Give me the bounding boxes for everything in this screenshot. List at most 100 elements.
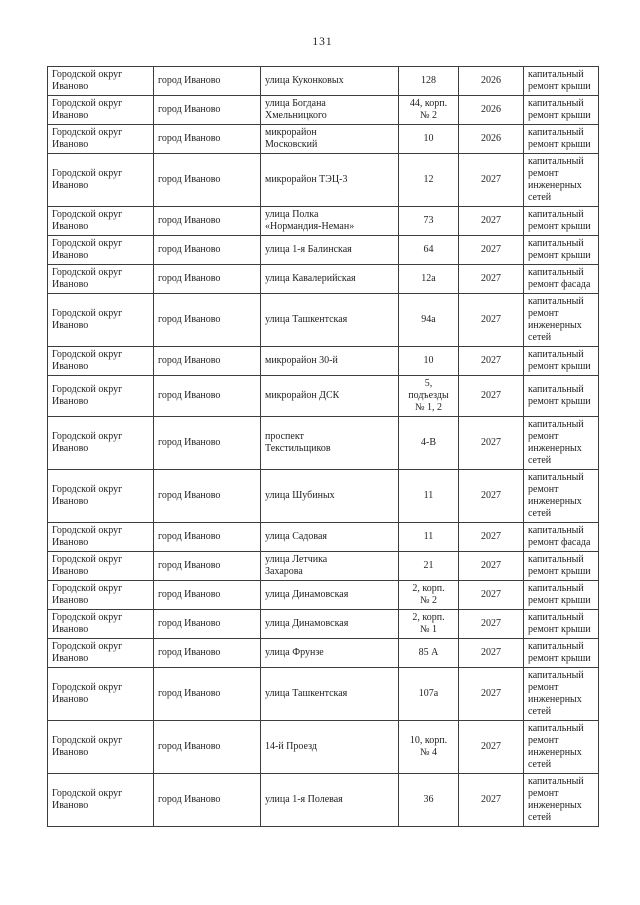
cell-year: 2027	[458, 720, 524, 774]
cell-street: микрорайон ТЭЦ-3	[260, 153, 399, 207]
cell-district: Городской округ Иваново	[47, 66, 154, 96]
table-row: Городской округ Иваново город Иваново ми…	[47, 153, 599, 207]
cell-work: капитальный ремонт инженерных сетей	[523, 416, 599, 470]
cell-work: капитальный ремонт инженерных сетей	[523, 153, 599, 207]
cell-year: 2027	[458, 551, 524, 581]
cell-year: 2027	[458, 773, 524, 827]
cell-house: 94а	[398, 293, 459, 347]
table-row: Городской округ Иваново город Иваново ул…	[47, 638, 599, 668]
cell-city: город Иваново	[153, 609, 261, 639]
cell-street: микрорайон 30-й	[260, 346, 399, 376]
cell-year: 2027	[458, 346, 524, 376]
cell-district: Городской округ Иваново	[47, 720, 154, 774]
cell-work: капитальный ремонт крыши	[523, 638, 599, 668]
cell-street: улица Куконковых	[260, 66, 399, 96]
cell-house: 128	[398, 66, 459, 96]
cell-city: город Иваново	[153, 66, 261, 96]
cell-district: Городской округ Иваново	[47, 551, 154, 581]
cell-work: капитальный ремонт инженерных сетей	[523, 720, 599, 774]
cell-district: Городской округ Иваново	[47, 609, 154, 639]
table-row: Городской округ Иваново город Иваново ми…	[47, 346, 599, 376]
cell-work: капитальный ремонт крыши	[523, 124, 599, 154]
cell-year: 2027	[458, 293, 524, 347]
cell-city: город Иваново	[153, 206, 261, 236]
cell-house: 2, корп. № 2	[398, 580, 459, 610]
cell-district: Городской округ Иваново	[47, 264, 154, 294]
cell-year: 2027	[458, 375, 524, 417]
table-row: Городской округ Иваново город Иваново ул…	[47, 66, 599, 96]
table-row: Городской округ Иваново город Иваново ул…	[47, 580, 599, 610]
table-row: Городской округ Иваново город Иваново ул…	[47, 293, 599, 347]
cell-city: город Иваново	[153, 720, 261, 774]
cell-street: улица Богдана Хмельницкого	[260, 95, 399, 125]
cell-year: 2027	[458, 638, 524, 668]
cell-district: Городской округ Иваново	[47, 124, 154, 154]
cell-year: 2027	[458, 469, 524, 523]
cell-year: 2027	[458, 264, 524, 294]
cell-house: 12	[398, 153, 459, 207]
cell-year: 2027	[458, 153, 524, 207]
cell-city: город Иваново	[153, 667, 261, 721]
cell-house: 5, подъезды № 1, 2	[398, 375, 459, 417]
cell-city: город Иваново	[153, 264, 261, 294]
cell-city: город Иваново	[153, 95, 261, 125]
table-row: Городской округ Иваново город Иваново ул…	[47, 469, 599, 523]
cell-district: Городской округ Иваново	[47, 522, 154, 552]
cell-house: 11	[398, 522, 459, 552]
cell-city: город Иваново	[153, 580, 261, 610]
cell-district: Городской округ Иваново	[47, 346, 154, 376]
cell-city: город Иваново	[153, 773, 261, 827]
cell-city: город Иваново	[153, 522, 261, 552]
cell-street: улица Полка «Нормандия-Неман»	[260, 206, 399, 236]
cell-city: город Иваново	[153, 638, 261, 668]
cell-street: улица Шубиных	[260, 469, 399, 523]
cell-year: 2027	[458, 667, 524, 721]
cell-year: 2027	[458, 206, 524, 236]
cell-street: улица 1-я Полевая	[260, 773, 399, 827]
cell-street: улица Кавалерийская	[260, 264, 399, 294]
cell-street: улица Ташкентская	[260, 667, 399, 721]
table-row: Городской округ Иваново город Иваново ул…	[47, 522, 599, 552]
cell-house: 36	[398, 773, 459, 827]
cell-city: город Иваново	[153, 124, 261, 154]
cell-house: 10	[398, 124, 459, 154]
cell-work: капитальный ремонт инженерных сетей	[523, 667, 599, 721]
table-row: Городской округ Иваново город Иваново ми…	[47, 375, 599, 417]
table-row: Городской округ Иваново город Иваново ул…	[47, 264, 599, 294]
table-row: Городской округ Иваново город Иваново ул…	[47, 551, 599, 581]
cell-street: улица 1-я Балинская	[260, 235, 399, 265]
cell-year: 2027	[458, 580, 524, 610]
cell-house: 10	[398, 346, 459, 376]
cell-house: 12а	[398, 264, 459, 294]
cell-district: Городской округ Иваново	[47, 375, 154, 417]
cell-street: улица Фрунзе	[260, 638, 399, 668]
cell-city: город Иваново	[153, 293, 261, 347]
repair-plan-table: Городской округ Иваново город Иваново ул…	[47, 66, 599, 827]
cell-house: 21	[398, 551, 459, 581]
cell-district: Городской округ Иваново	[47, 580, 154, 610]
cell-district: Городской округ Иваново	[47, 206, 154, 236]
cell-work: капитальный ремонт крыши	[523, 346, 599, 376]
table-row: Городской округ Иваново город Иваново ми…	[47, 124, 599, 154]
cell-street: улица Ташкентская	[260, 293, 399, 347]
cell-city: город Иваново	[153, 375, 261, 417]
cell-street: проспект Текстильщиков	[260, 416, 399, 470]
cell-year: 2026	[458, 66, 524, 96]
table-row: Городской округ Иваново город Иваново 14…	[47, 720, 599, 774]
cell-work: капитальный ремонт инженерных сетей	[523, 773, 599, 827]
cell-work: капитальный ремонт крыши	[523, 609, 599, 639]
cell-district: Городской округ Иваново	[47, 235, 154, 265]
cell-district: Городской округ Иваново	[47, 667, 154, 721]
cell-street: улица Динамовская	[260, 580, 399, 610]
table-row: Городской округ Иваново город Иваново ул…	[47, 667, 599, 721]
cell-year: 2027	[458, 522, 524, 552]
table-row: Городской округ Иваново город Иваново ул…	[47, 235, 599, 265]
cell-city: город Иваново	[153, 551, 261, 581]
cell-street: улица Летчика Захарова	[260, 551, 399, 581]
cell-house: 107а	[398, 667, 459, 721]
cell-year: 2027	[458, 235, 524, 265]
cell-house: 64	[398, 235, 459, 265]
cell-city: город Иваново	[153, 153, 261, 207]
cell-work: капитальный ремонт инженерных сетей	[523, 469, 599, 523]
